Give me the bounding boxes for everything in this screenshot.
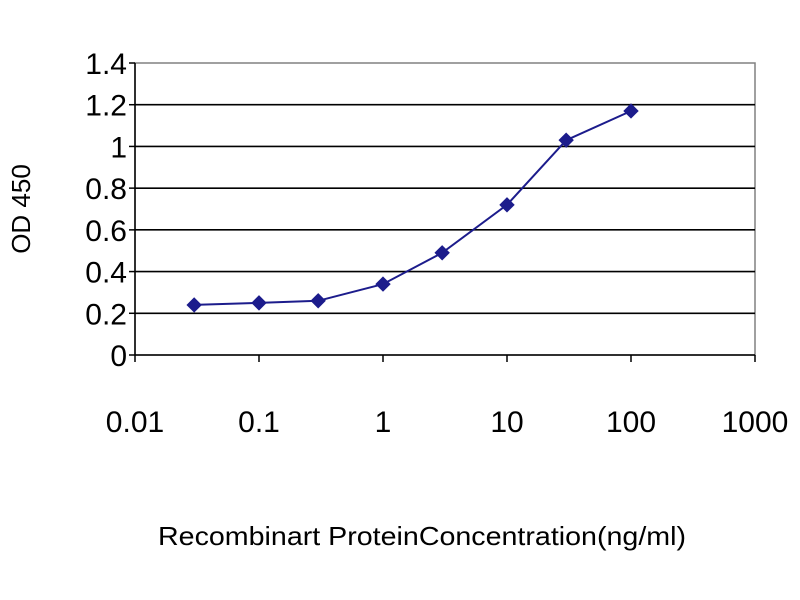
x-axis-title: Recombinart ProteinConcentration(ng/ml) [158, 521, 686, 551]
data-point-0 [186, 297, 202, 313]
data-point-5 [499, 197, 515, 213]
plot-area [134, 62, 756, 356]
data-point-3 [375, 276, 391, 292]
x-tick-label-3: 10 [490, 406, 523, 439]
data-point-2 [310, 293, 326, 309]
y-tick-label-7: 1.4 [85, 48, 127, 81]
gridlines [135, 103, 755, 315]
y-tick-labels: 0 0.2 0.4 0.6 0.8 1 1.2 1.4 [85, 48, 127, 373]
y-tick-label-2: 0.4 [85, 257, 127, 290]
series-line-0 [194, 110, 632, 306]
data-point-6 [558, 132, 574, 148]
x-tick-label-1: 0.1 [238, 406, 280, 439]
x-tick-labels: 0.01 0.1 1 10 100 1000 [106, 406, 789, 439]
data-point-4 [434, 245, 450, 261]
y-tick-label-4: 0.8 [85, 173, 127, 206]
y-tick-label-0: 0 [110, 340, 127, 373]
x-tick-label-2: 1 [375, 406, 392, 439]
y-tick-label-1: 0.2 [85, 298, 127, 331]
x-tick-label-4: 100 [606, 406, 656, 439]
y-tick-label-5: 1 [110, 131, 127, 164]
x-tick-label-0: 0.01 [106, 406, 164, 439]
series-group [186, 103, 639, 313]
y-tick-label-3: 0.6 [85, 215, 127, 248]
data-point-1 [251, 295, 267, 311]
y-tick-label-6: 1.2 [85, 90, 127, 123]
x-tick-label-5: 1000 [722, 406, 789, 439]
data-point-7 [623, 103, 639, 119]
y-axis-title: OD 450 [6, 164, 36, 254]
axes [129, 62, 756, 362]
